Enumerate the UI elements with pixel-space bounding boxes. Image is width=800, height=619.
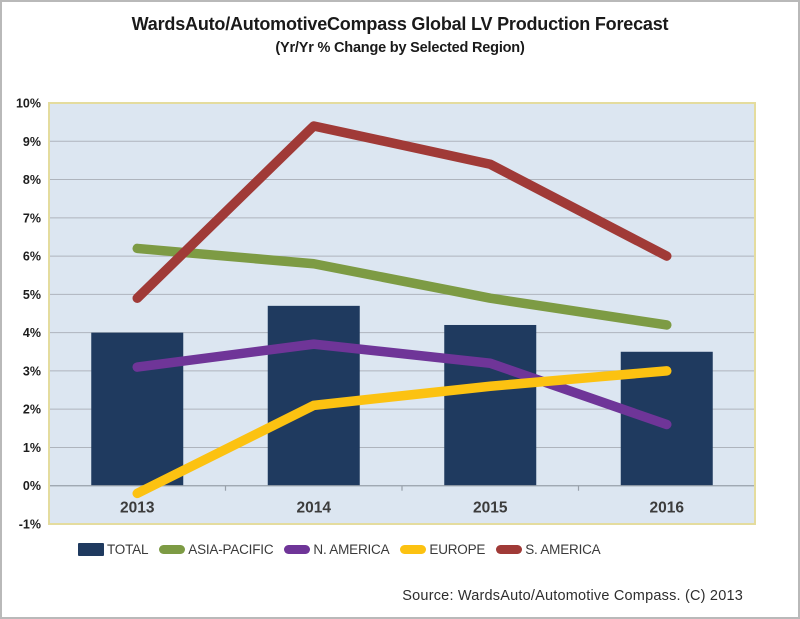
bar-total-2014 — [267, 305, 360, 486]
forecast-combo-chart: 2013 2014 2015 2016 10% 9% 8% 7% 6% 5% 4% 3% 2% 1% 0% -… — [16, 97, 756, 532]
line-s-america — [132, 121, 672, 303]
legend-label: EUROPE — [429, 541, 486, 557]
x-axis-label: 2014 — [297, 500, 332, 517]
legend-swatch-asia-pacific — [159, 544, 186, 554]
bar-total-2015 — [444, 324, 537, 486]
x-axis-label: 2016 — [650, 500, 685, 517]
legend-label: ASIA-PACIFIC — [188, 541, 274, 557]
legend-item-total: TOTAL — [78, 542, 148, 557]
y-axis-label: 3% — [23, 364, 41, 378]
y-axis-label: 6% — [23, 250, 41, 264]
y-axis-label: 9% — [23, 135, 41, 149]
line-n-america — [132, 339, 672, 430]
chart-subtitle: (Yr/Yr % Change by Selected Region) — [275, 40, 525, 56]
legend-swatch-total — [78, 542, 104, 556]
x-axis-label: 2013 — [120, 500, 155, 517]
y-axis-label: -1% — [19, 518, 41, 532]
legend-item-asia-pacific: ASIA-PACIFIC — [159, 541, 274, 557]
y-axis-label: 7% — [23, 211, 41, 225]
line-asia-pacific — [132, 243, 672, 330]
bar-total-2013 — [91, 332, 184, 486]
y-axis-label: 0% — [23, 479, 41, 493]
legend-label: N. AMERICA — [313, 541, 390, 557]
legend-item-n-america: N. AMERICA — [284, 541, 390, 557]
legend-swatch-s-america — [496, 544, 523, 554]
x-axis-label: 2015 — [473, 500, 508, 517]
y-axis-label: 10% — [16, 97, 41, 111]
legend-item-s-america: S. AMERICA — [496, 541, 601, 557]
y-axis-label: 2% — [23, 403, 41, 417]
legend-label: S. AMERICA — [525, 541, 601, 557]
legend-label: TOTAL — [107, 541, 149, 557]
chart-legend: TOTAL ASIA-PACIFIC N. AMERICA EUROPE S. AMER… — [78, 538, 601, 560]
line-europe — [132, 366, 672, 499]
y-axis-label: 5% — [23, 288, 41, 302]
chart-title: WardsAuto/AutomotiveCompass Global LV Pr… — [131, 14, 669, 34]
legend-item-europe: EUROPE — [400, 542, 485, 557]
plot-frame — [48, 102, 756, 525]
y-axis-label: 8% — [23, 173, 41, 187]
legend-swatch-n-america — [284, 544, 311, 554]
y-axis-label: 1% — [23, 441, 41, 455]
source-text: Source: WardsAuto/Automotive Compass. (C… — [402, 588, 743, 604]
y-axis-label: 4% — [23, 326, 41, 340]
legend-swatch-europe — [400, 544, 427, 554]
